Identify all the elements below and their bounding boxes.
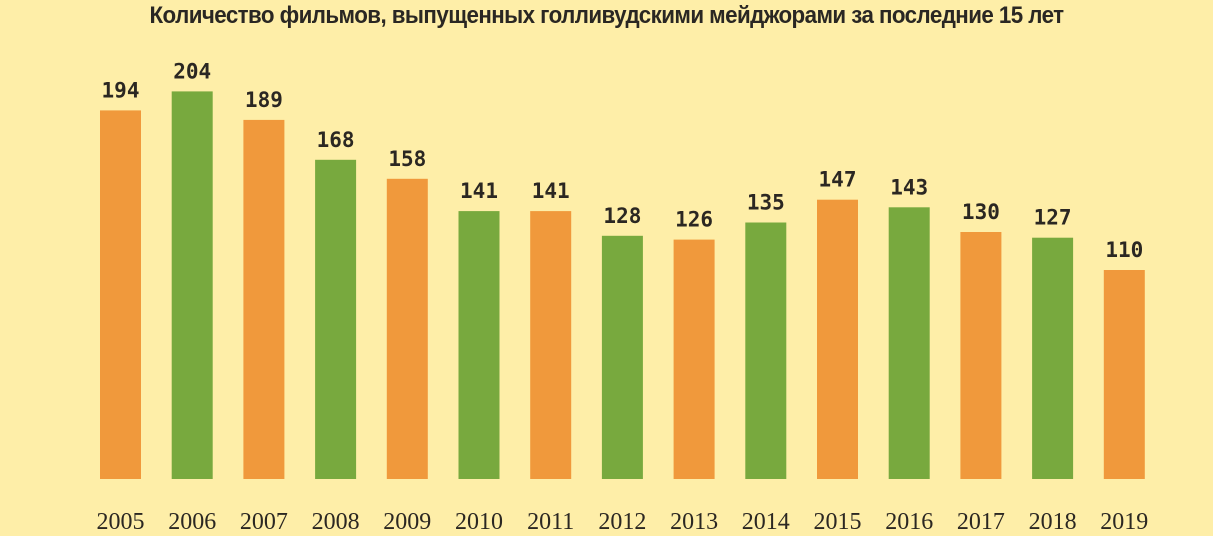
bar-2007 bbox=[243, 119, 285, 480]
x-tick-label-2013: 2013 bbox=[670, 509, 718, 535]
value-label-2005: 194 bbox=[102, 78, 140, 102]
bars-group bbox=[100, 91, 1145, 480]
x-tick-label-2012: 2012 bbox=[598, 509, 646, 535]
x-tick-label-2010: 2010 bbox=[455, 509, 503, 535]
bar-2005 bbox=[100, 110, 141, 480]
bar-2008 bbox=[315, 159, 357, 480]
bar-2011 bbox=[530, 211, 572, 479]
value-label-2013: 126 bbox=[675, 208, 713, 232]
x-tick-label-2018: 2018 bbox=[1029, 509, 1077, 535]
x-tick-label-2011: 2011 bbox=[527, 509, 574, 535]
value-label-2017: 130 bbox=[962, 200, 1000, 224]
x-tick-label-2005: 2005 bbox=[97, 509, 145, 535]
x-tick-label-2016: 2016 bbox=[885, 509, 933, 535]
x-tick-labels-group: 2005 2006 2007 2008 2009 2010 2011 2012 2013 2014… bbox=[97, 509, 1149, 535]
x-tick-label-2015: 2015 bbox=[814, 509, 862, 535]
value-label-2006: 204 bbox=[173, 59, 211, 83]
bar-2017 bbox=[960, 232, 1002, 479]
value-label-2011: 141 bbox=[532, 179, 570, 203]
value-label-2010: 141 bbox=[460, 179, 498, 203]
bar-2012 bbox=[601, 235, 643, 479]
value-label-2015: 147 bbox=[819, 168, 857, 192]
chart-title: Количество фильмов, выпущенных голливудс… bbox=[149, 2, 1064, 29]
value-label-2007: 189 bbox=[245, 88, 283, 112]
value-label-2008: 168 bbox=[317, 128, 355, 152]
x-tick-label-2014: 2014 bbox=[742, 509, 790, 535]
value-label-2009: 158 bbox=[388, 147, 426, 171]
x-tick-label-2006: 2006 bbox=[168, 509, 216, 535]
bar-2015 bbox=[817, 199, 858, 479]
x-tick-label-2017: 2017 bbox=[957, 509, 1005, 535]
value-label-2012: 128 bbox=[603, 204, 641, 228]
x-tick-label-2009: 2009 bbox=[383, 509, 431, 535]
bar-2009 bbox=[386, 178, 428, 480]
bar-2006 bbox=[171, 91, 213, 480]
bar-2013 bbox=[673, 239, 715, 479]
bar-2019 bbox=[1103, 270, 1145, 479]
bar-2010 bbox=[458, 211, 500, 479]
value-label-2018: 127 bbox=[1034, 206, 1072, 230]
bar-2018 bbox=[1032, 237, 1074, 479]
bar-2014 bbox=[745, 222, 787, 479]
x-tick-label-2019: 2019 bbox=[1100, 509, 1148, 535]
x-tick-label-2008: 2008 bbox=[312, 509, 360, 535]
value-label-2019: 110 bbox=[1105, 238, 1143, 262]
x-tick-label-2007: 2007 bbox=[240, 509, 288, 535]
value-label-2016: 143 bbox=[890, 175, 928, 199]
bar-2016 bbox=[888, 207, 930, 480]
value-labels-group: 194 204 189 168 158 141 141 128 126 135 147 143 130 1… bbox=[102, 59, 1144, 262]
value-label-2014: 135 bbox=[747, 191, 785, 215]
